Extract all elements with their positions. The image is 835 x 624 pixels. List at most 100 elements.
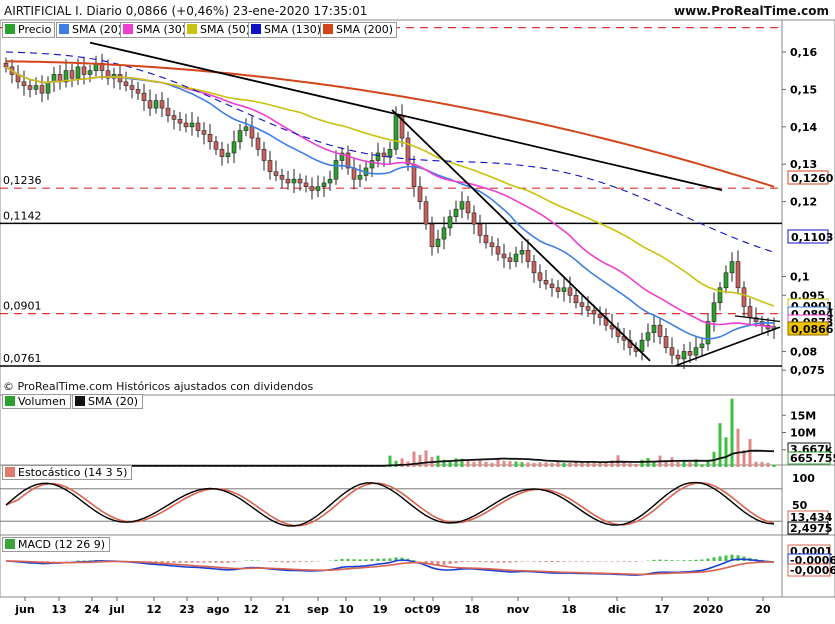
candle	[490, 243, 494, 247]
macd-histogram-bar	[221, 561, 224, 563]
candle	[358, 175, 362, 179]
candle	[688, 351, 692, 355]
volume-bar	[671, 457, 674, 467]
legend-item-sma-50[interactable]: SMA (50)	[184, 22, 254, 38]
macd-legend: MACD (12 26 9)	[2, 537, 110, 552]
legend-swatch-icon	[187, 24, 197, 34]
macd-histogram-bar	[335, 560, 338, 561]
legend-item-sma-200[interactable]: SMA (200)	[320, 22, 397, 38]
legend-item-sma-30[interactable]: SMA (30)	[120, 22, 190, 38]
candle	[130, 86, 134, 90]
x-axis-label: jul	[108, 603, 124, 616]
volume-bar	[581, 463, 584, 467]
volume-bar	[737, 429, 740, 467]
macd-histogram-bar	[617, 561, 620, 562]
candle	[736, 262, 740, 288]
candle	[34, 86, 38, 90]
x-axis-label: dic	[608, 603, 626, 616]
macd-label: MACD (12 26 9)	[18, 538, 105, 551]
macd-histogram-bar	[629, 561, 632, 562]
volume-bar	[569, 463, 572, 467]
candle	[388, 149, 392, 156]
volume-legend-item[interactable]: SMA (20)	[72, 394, 143, 409]
macd-histogram-bar	[371, 559, 374, 561]
level-label: 0,0761	[3, 352, 42, 365]
macd-histogram-bar	[611, 561, 614, 562]
stochastic-swatch-icon	[5, 467, 15, 477]
candle	[406, 138, 410, 164]
macd-histogram-bar	[725, 555, 728, 561]
x-axis-label: sep	[307, 603, 329, 616]
candle	[88, 71, 92, 75]
legend-label: SMA (30)	[136, 23, 186, 36]
macd-histogram-bar	[269, 561, 272, 562]
candle	[652, 325, 656, 332]
candle	[154, 101, 158, 108]
volume-bar	[755, 462, 758, 467]
volume-bar	[563, 463, 566, 467]
macd-histogram-bar	[173, 561, 176, 563]
macd-histogram-bar	[275, 561, 278, 562]
volume-bar	[527, 463, 530, 467]
candle	[82, 67, 86, 74]
volume-bar	[767, 463, 770, 467]
legend-swatch-icon	[251, 24, 261, 34]
volume-bar	[467, 461, 470, 467]
macd-histogram-bar	[677, 560, 680, 561]
price-axis-tick: 0,08	[790, 345, 817, 358]
volume-bar	[539, 462, 542, 467]
macd-histogram-bar	[719, 556, 722, 561]
macd-histogram-bar	[551, 561, 554, 562]
macd-swatch-icon	[5, 539, 15, 549]
candle	[70, 71, 74, 78]
candle	[694, 348, 698, 355]
macd-histogram-bar	[467, 561, 470, 562]
macd-histogram-bar	[377, 559, 380, 561]
volume-bar	[761, 462, 764, 467]
candle	[430, 224, 434, 246]
legend-label: SMA (130)	[264, 23, 321, 36]
legend-item-precio[interactable]: Precio	[2, 22, 55, 38]
candle	[562, 288, 566, 292]
volume-bar	[533, 463, 536, 467]
x-axis-label: 12	[243, 603, 258, 616]
volume-bar	[677, 462, 680, 467]
legend-item-sma-20[interactable]: SMA (20)	[56, 22, 126, 38]
macd-histogram-bar	[167, 561, 170, 563]
candle	[424, 202, 428, 224]
volume-legend-item[interactable]: Volumen	[2, 394, 71, 409]
candle	[454, 209, 458, 216]
macd-histogram-bar	[233, 561, 236, 562]
candle	[136, 89, 140, 93]
macd-histogram-bar	[299, 561, 302, 562]
legend-item-sma-130[interactable]: SMA (130)	[248, 22, 325, 38]
candle	[550, 284, 554, 288]
candle	[256, 138, 260, 149]
candle	[724, 273, 728, 288]
macd-histogram-bar	[593, 561, 596, 562]
volume-bar	[749, 439, 752, 467]
macd-histogram-bar	[713, 557, 716, 561]
macd-histogram-bar	[527, 561, 530, 562]
volume-bar	[479, 460, 482, 467]
candle	[4, 63, 8, 67]
macd-histogram-bar	[203, 561, 206, 563]
site-name[interactable]: www.ProRealTime.com	[674, 4, 829, 18]
volume-bar	[419, 455, 422, 467]
value-box-text: 0,1260	[791, 172, 834, 185]
x-axis-label: nov	[507, 603, 530, 616]
candle	[508, 258, 512, 262]
x-axis-label: 18	[561, 603, 576, 616]
macd-histogram-bar	[581, 561, 584, 562]
volume-bar	[557, 462, 560, 467]
candle	[484, 235, 488, 242]
x-axis-label: 09	[425, 603, 440, 616]
x-axis-label: 19	[372, 603, 387, 616]
volume-bar	[719, 423, 722, 467]
macd-histogram-bar	[671, 560, 674, 561]
volume-bar	[593, 463, 596, 467]
candle	[178, 119, 182, 123]
candle	[418, 187, 422, 202]
candle	[556, 288, 560, 292]
volume-bar	[629, 463, 632, 467]
